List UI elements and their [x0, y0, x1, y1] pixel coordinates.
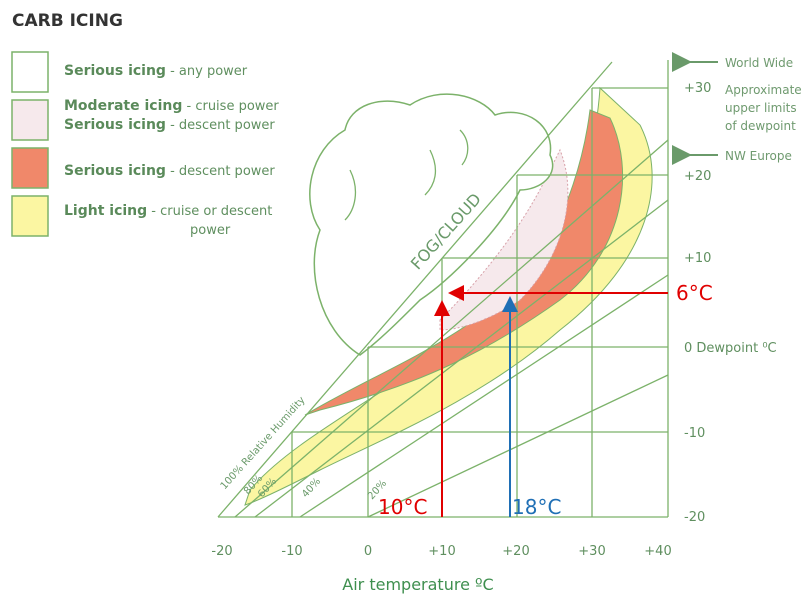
legend-swatch	[12, 52, 48, 92]
legend-text: Light icing - cruise or descent	[64, 203, 272, 219]
legend-rest: - descent power	[166, 118, 275, 133]
x-tick-label: +40	[644, 544, 671, 559]
x-axis-label: Air temperature ºC	[342, 575, 493, 594]
y-tick-label: +20	[684, 169, 711, 184]
legend-rest: - cruise or descent	[147, 204, 272, 219]
y-tick-label: -20	[684, 510, 705, 525]
legend-text: Serious icing - any power	[64, 63, 248, 79]
legend-rest: power	[190, 223, 231, 238]
y-tick-label: +30	[684, 81, 711, 96]
legend-text: Moderate icing - cruise power	[64, 98, 279, 114]
legend-bold: Light icing	[64, 203, 147, 219]
x-tick-label: +20	[502, 544, 529, 559]
legend-swatch	[12, 148, 48, 188]
dewpoint-annotation: 6°C	[676, 281, 713, 305]
legend-bold: Serious icing	[64, 117, 166, 133]
x-ticks: -20 -10 0 +10 +20 +30 +40	[211, 544, 671, 559]
legend-swatch	[12, 100, 48, 140]
legend-text: Serious icing - descent power	[64, 117, 275, 133]
legend: Serious icing - any power Moderate icing …	[64, 63, 279, 238]
approx-label: of dewpoint	[725, 119, 796, 133]
legend-text: power	[190, 223, 231, 238]
legend-swatch	[12, 196, 48, 236]
x-tick-label: +30	[578, 544, 605, 559]
legend-rest: - cruise power	[182, 99, 279, 114]
temp-annotation: 18°C	[512, 495, 561, 519]
temp-annotation: 10°C	[378, 495, 427, 519]
legend-bold: Serious icing	[64, 163, 166, 179]
x-tick-label: 0	[364, 544, 372, 559]
x-tick-label: +10	[428, 544, 455, 559]
nw-europe-label: NW Europe	[725, 149, 792, 163]
y-tick-label: 0 Dewpoint ⁰C	[684, 341, 777, 356]
legend-text: Serious icing - descent power	[64, 163, 275, 179]
x-tick-label: -20	[211, 544, 232, 559]
legend-bold: Moderate icing	[64, 98, 182, 114]
title: CARB ICING	[12, 11, 123, 31]
legend-rest: - descent power	[166, 164, 275, 179]
y-tick-label: -10	[684, 426, 705, 441]
y-tick-label: +10	[684, 251, 711, 266]
world-wide-label: World Wide	[725, 56, 793, 70]
x-tick-label: -10	[281, 544, 302, 559]
approx-label: upper limits	[725, 101, 797, 115]
approx-label: Approximate	[725, 83, 802, 97]
carb-icing-diagram: CARB ICING Serious icing - any power Mode…	[0, 0, 808, 599]
legend-rest: - any power	[166, 64, 248, 79]
legend-bold: Serious icing	[64, 63, 166, 79]
